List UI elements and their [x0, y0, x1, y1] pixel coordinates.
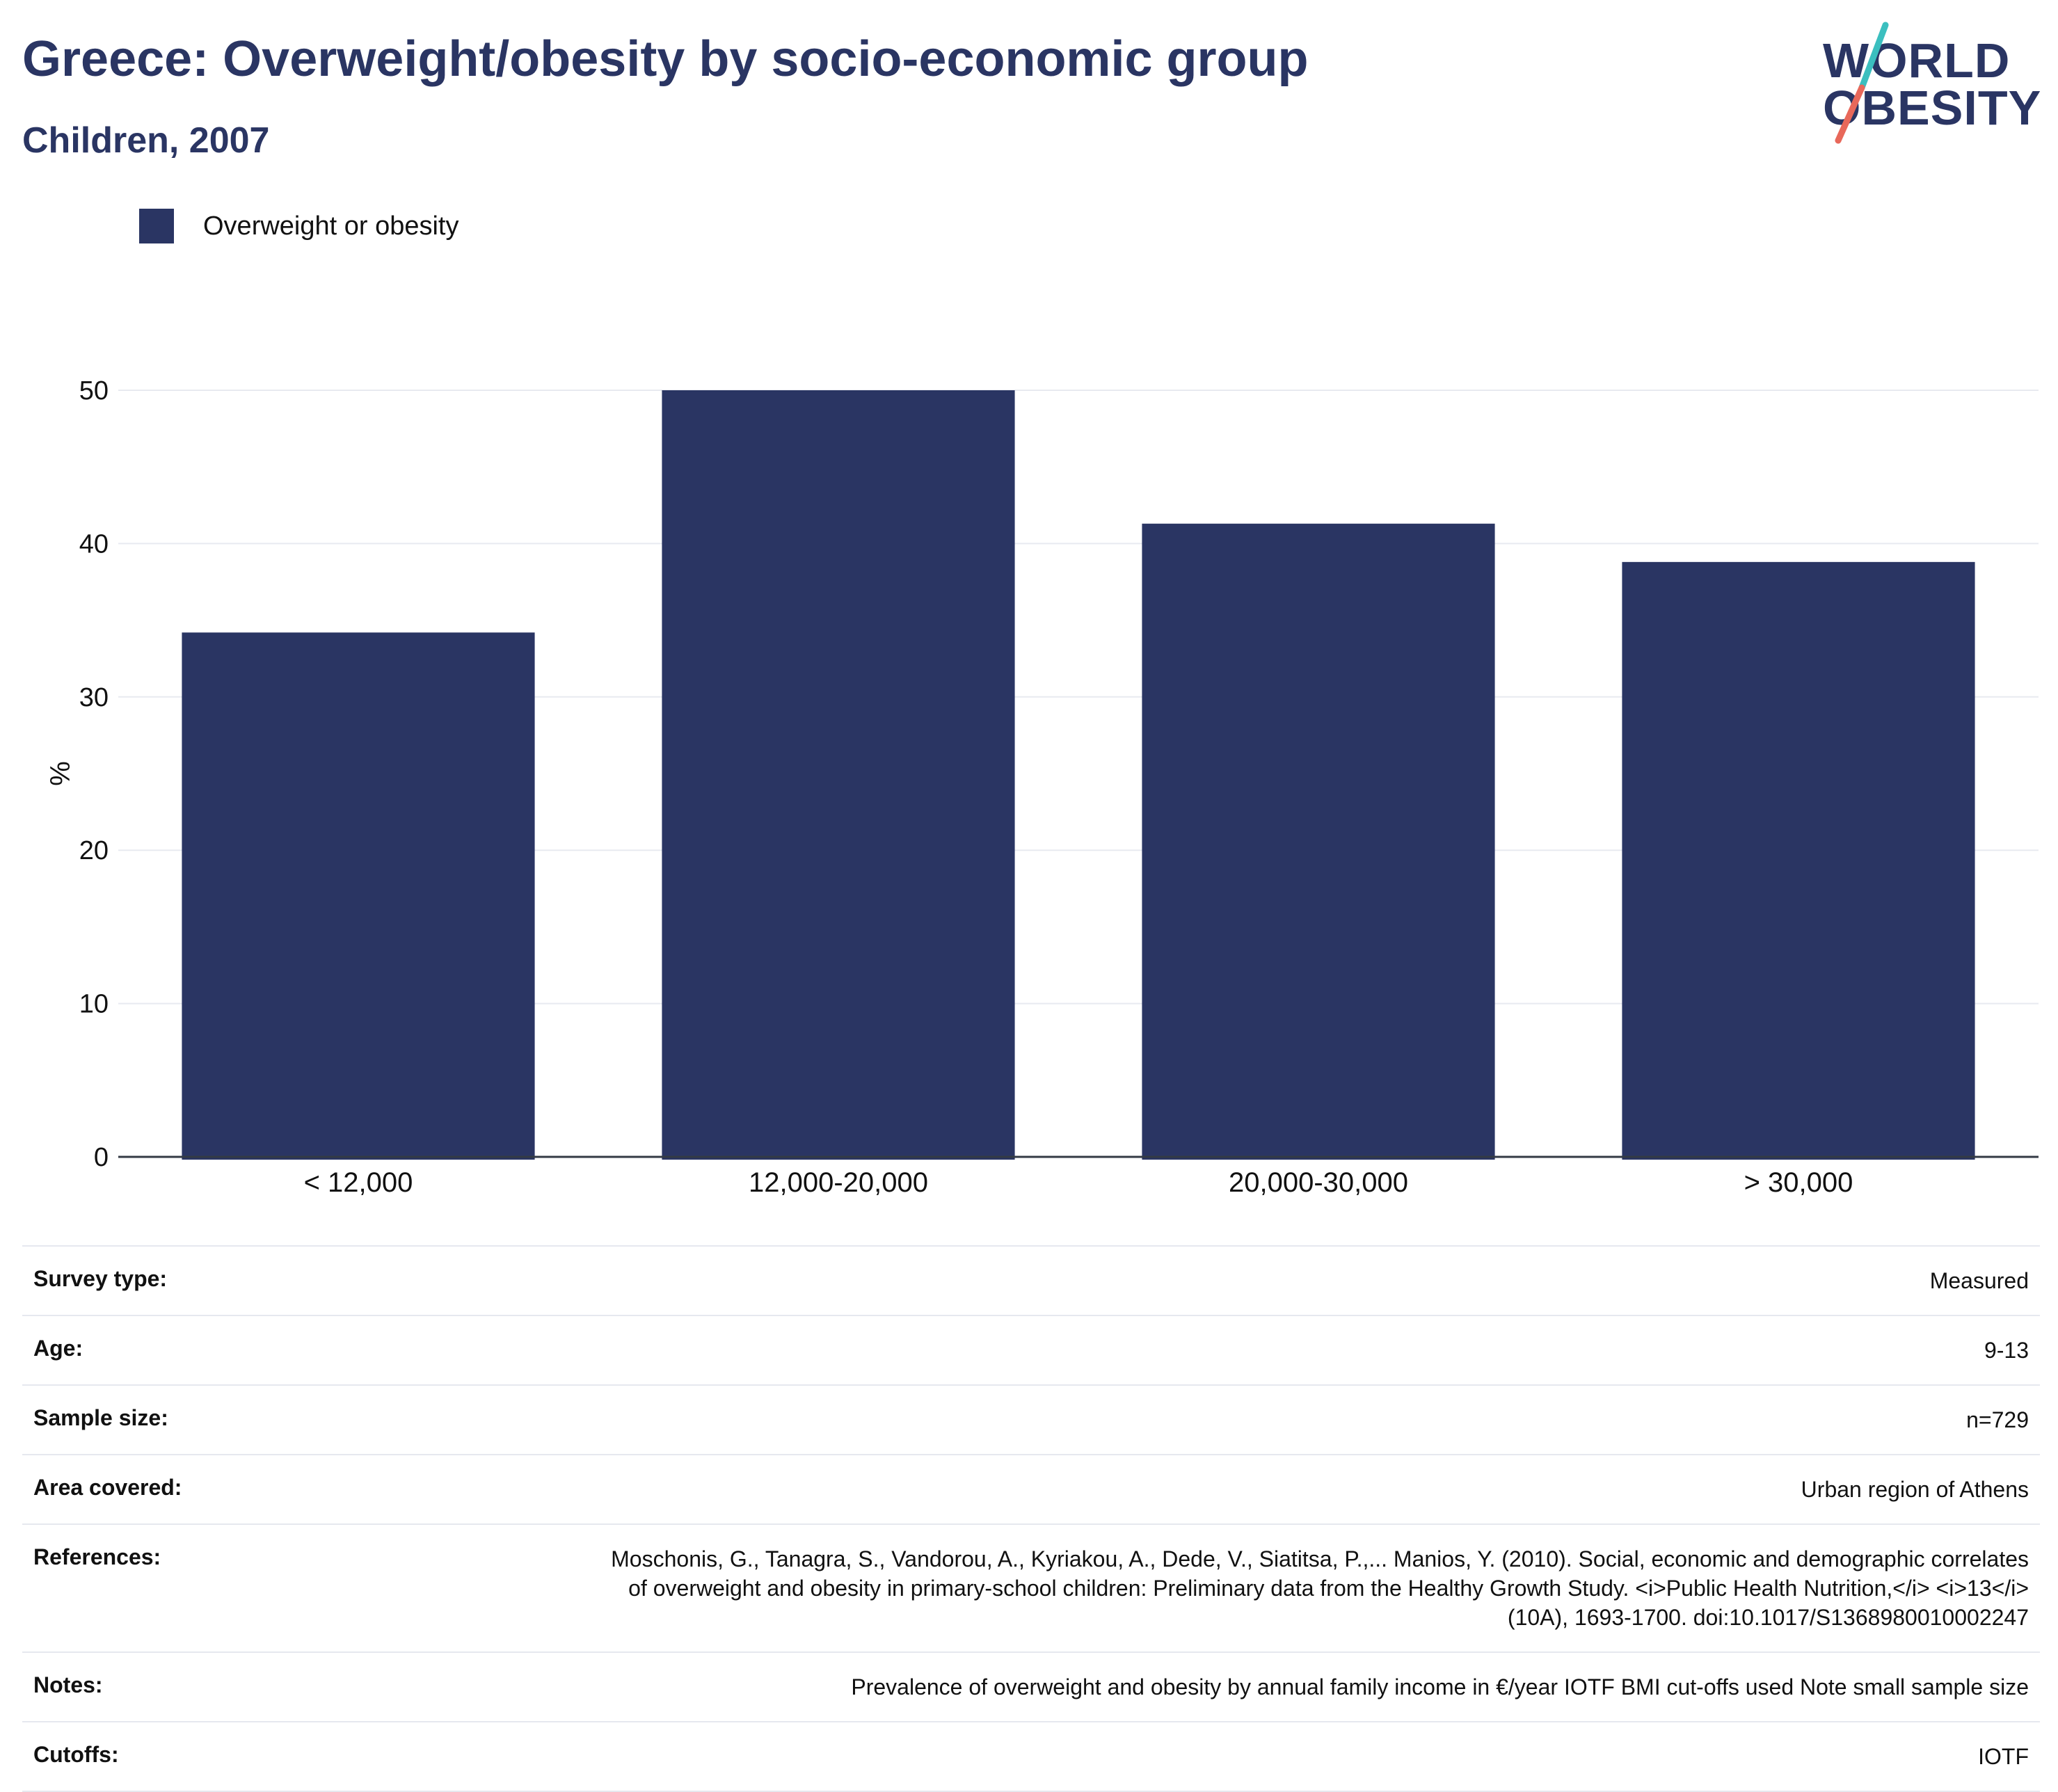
- info-value: 9-13: [1984, 1338, 2029, 1363]
- y-tick-label: 50: [79, 376, 109, 406]
- info-label: Cutoffs:: [33, 1742, 119, 1767]
- chart-subtitle: Children, 2007: [22, 120, 270, 161]
- info-row: Age: 9-13: [22, 1316, 2040, 1386]
- chart-legend: Overweight or obesity: [139, 209, 459, 243]
- y-tick-label: 10: [79, 990, 109, 1019]
- y-axis-label: %: [44, 761, 74, 786]
- info-row: Sample size: n=729: [22, 1386, 2040, 1455]
- info-row: References: Moschonis, G., Tanagra, S., V…: [22, 1525, 2040, 1653]
- info-row: Cutoffs: IOTF: [22, 1722, 2040, 1792]
- legend-swatch: [139, 209, 174, 243]
- info-row: Survey type: Measured: [22, 1247, 2040, 1316]
- info-value: Prevalence of overweight and obesity by …: [851, 1674, 2029, 1699]
- info-value: Urban region of Athens: [1801, 1477, 2029, 1502]
- info-value: Moschonis, G., Tanagra, S., Vandorou, A.…: [611, 1546, 2029, 1630]
- info-row: Area covered: Urban region of Athens: [22, 1455, 2040, 1525]
- info-value: Measured: [1929, 1268, 2029, 1293]
- info-label: Age:: [33, 1336, 83, 1361]
- info-label: Survey type:: [33, 1266, 168, 1291]
- info-label: References:: [33, 1544, 161, 1569]
- bar-chart: 0 10 20 30 40 50% < 12,000 12,000-20,000 20,000-…: [44, 376, 2039, 1198]
- x-tick-label: > 30,000: [1744, 1167, 1853, 1198]
- bar: [1622, 561, 1975, 1160]
- logo-word-world: WORLD: [1823, 33, 2011, 88]
- info-label: Sample size:: [33, 1405, 168, 1430]
- world-obesity-logo: WORLD OBESITY: [1816, 21, 2045, 146]
- legend-label: Overweight or obesity: [203, 211, 459, 241]
- y-tick-label: 40: [79, 529, 109, 559]
- info-label: Notes:: [33, 1672, 103, 1697]
- x-tick-label: < 12,000: [304, 1167, 413, 1198]
- info-table: Survey type: Measured Age: 9-13 Sample size:…: [22, 1245, 2040, 1792]
- y-tick-label: 30: [79, 683, 109, 712]
- bar: [1142, 523, 1495, 1160]
- x-tick-label: 20,000-30,000: [1229, 1167, 1408, 1198]
- chart-title: Greece: Overweight/obesity by socio-econ…: [22, 31, 1309, 87]
- bar: [662, 390, 1015, 1160]
- info-value: IOTF: [1978, 1744, 2029, 1769]
- x-tick-label: 12,000-20,000: [749, 1167, 928, 1198]
- info-value: n=729: [1966, 1407, 2029, 1432]
- bar: [182, 632, 535, 1160]
- info-label: Area covered:: [33, 1475, 182, 1500]
- info-row: Notes: Prevalence of overweight and obesi…: [22, 1653, 2040, 1722]
- y-tick-label: 0: [94, 1143, 109, 1172]
- logo-slash-icon: [1835, 22, 1889, 144]
- y-tick-label: 20: [79, 836, 109, 865]
